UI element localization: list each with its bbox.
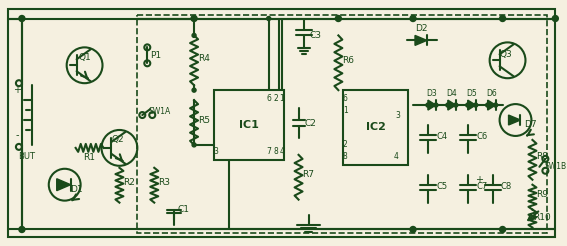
Text: 6: 6 (266, 94, 271, 103)
Circle shape (552, 15, 558, 21)
Circle shape (19, 15, 25, 21)
Text: IC2: IC2 (366, 123, 386, 133)
Text: 2: 2 (273, 94, 278, 103)
Circle shape (192, 33, 196, 37)
Text: R3: R3 (158, 178, 170, 187)
Circle shape (336, 15, 341, 21)
Text: 6: 6 (343, 94, 348, 103)
Text: R2: R2 (124, 178, 136, 187)
Polygon shape (468, 100, 476, 110)
Circle shape (446, 103, 450, 107)
Text: C5: C5 (437, 182, 447, 191)
Circle shape (19, 227, 25, 232)
Text: D2: D2 (414, 24, 427, 33)
Text: 8: 8 (343, 152, 348, 161)
Text: 3: 3 (214, 147, 218, 156)
Text: R6: R6 (342, 56, 354, 65)
Text: C6: C6 (476, 132, 487, 141)
Text: R9: R9 (536, 190, 548, 199)
Text: R10: R10 (534, 213, 551, 222)
Circle shape (466, 103, 469, 107)
Bar (344, 90, 408, 165)
Text: 1: 1 (343, 106, 348, 115)
Text: 3: 3 (396, 110, 400, 120)
Circle shape (500, 15, 506, 21)
Text: R5: R5 (198, 116, 210, 124)
Text: D1: D1 (70, 185, 83, 194)
Text: 1: 1 (280, 94, 284, 103)
Text: 2: 2 (343, 140, 348, 149)
Polygon shape (448, 100, 456, 110)
Circle shape (410, 15, 416, 21)
Text: Q1: Q1 (78, 53, 91, 62)
Text: 7: 7 (266, 147, 271, 156)
Circle shape (486, 103, 490, 107)
Text: D7: D7 (524, 121, 537, 129)
Text: SW1B: SW1B (544, 162, 566, 171)
Text: IC1: IC1 (239, 120, 259, 130)
Text: 4: 4 (279, 147, 284, 156)
Text: Q3: Q3 (499, 50, 512, 59)
Circle shape (454, 103, 458, 107)
Circle shape (473, 103, 478, 107)
Text: Q2: Q2 (111, 135, 124, 144)
Text: R4: R4 (198, 54, 210, 63)
Text: R1: R1 (83, 153, 96, 162)
Circle shape (500, 227, 506, 232)
Bar (137, 15, 547, 233)
Text: +: + (475, 175, 483, 185)
Circle shape (192, 88, 196, 92)
Text: C1: C1 (177, 205, 189, 214)
Text: R8: R8 (536, 152, 548, 161)
Text: C8: C8 (501, 182, 512, 191)
Text: C2: C2 (304, 119, 316, 127)
Text: R7: R7 (303, 170, 315, 179)
Polygon shape (415, 35, 427, 45)
Circle shape (410, 227, 416, 232)
Circle shape (434, 103, 438, 107)
Text: C3: C3 (310, 31, 321, 40)
Text: 4: 4 (393, 152, 399, 161)
Bar (214, 90, 284, 160)
Circle shape (426, 103, 430, 107)
Text: P1: P1 (150, 51, 161, 60)
Text: D5: D5 (466, 89, 477, 98)
Text: -: - (15, 130, 19, 140)
Polygon shape (428, 100, 436, 110)
Circle shape (191, 15, 197, 21)
Text: C7: C7 (476, 182, 487, 191)
Text: 8: 8 (273, 147, 278, 156)
Text: +: + (13, 85, 21, 95)
Text: D3: D3 (426, 89, 437, 98)
Text: D6: D6 (486, 89, 497, 98)
Text: D4: D4 (446, 89, 457, 98)
Polygon shape (488, 100, 496, 110)
Text: SW1A: SW1A (148, 107, 170, 116)
Circle shape (494, 103, 498, 107)
Text: C4: C4 (437, 132, 447, 141)
Circle shape (266, 16, 270, 20)
Text: BUT: BUT (18, 152, 35, 161)
Circle shape (192, 143, 196, 147)
Polygon shape (57, 179, 71, 191)
Polygon shape (509, 115, 521, 125)
